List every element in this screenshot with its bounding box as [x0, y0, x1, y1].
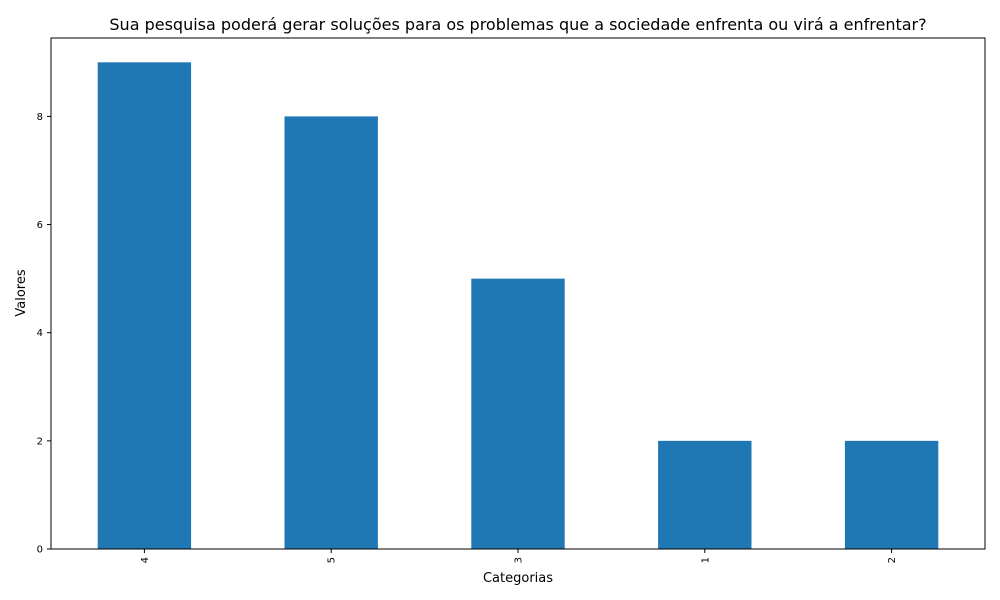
- chart-title: Sua pesquisa poderá gerar soluções para …: [109, 15, 926, 34]
- x-axis-label: Categorias: [483, 571, 553, 586]
- y-axis-ticks: 0 2 4 6 8: [37, 112, 51, 556]
- bar-3: [471, 278, 565, 549]
- y-axis-label: Valores: [14, 269, 29, 316]
- bars-group: [97, 62, 939, 549]
- bar-1: [658, 440, 752, 549]
- y-tick-label: 4: [37, 328, 43, 339]
- x-tick-label: 4: [140, 557, 151, 563]
- x-tick-label: 2: [887, 557, 898, 563]
- x-tick-label: 5: [327, 557, 338, 563]
- bar-2: [844, 440, 939, 549]
- x-axis-ticks: 4 5 3 1 2: [140, 549, 898, 563]
- x-tick-label: 3: [514, 557, 525, 563]
- y-tick-label: 0: [37, 545, 43, 556]
- y-tick-label: 8: [37, 112, 43, 123]
- bar-5: [284, 116, 378, 549]
- bar-4: [97, 62, 192, 549]
- y-tick-label: 6: [37, 220, 43, 231]
- y-tick-label: 2: [37, 436, 43, 447]
- plot-frame: [50, 37, 986, 550]
- x-tick-label: 1: [700, 557, 711, 563]
